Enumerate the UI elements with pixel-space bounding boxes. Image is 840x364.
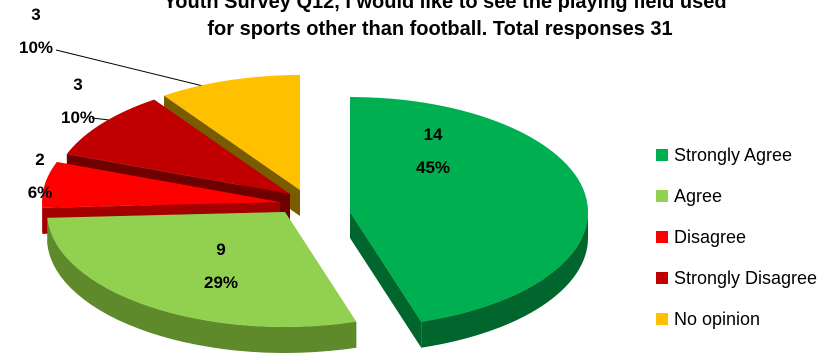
slice-strongly-agree (350, 97, 589, 348)
slice-top (66, 99, 290, 194)
legend-swatch (656, 149, 668, 161)
data-label-percent: 45% (416, 158, 450, 177)
legend-swatch (656, 190, 668, 202)
slice-top (350, 97, 589, 322)
legend-item: No opinion (656, 309, 760, 329)
legend-label: Strongly Agree (674, 145, 792, 165)
slice-top (42, 162, 280, 208)
slice-edge (350, 212, 422, 348)
slice-agree (47, 212, 357, 353)
legend-label: Disagree (674, 227, 746, 247)
pie-slices (42, 75, 589, 353)
slice-top (47, 212, 357, 327)
legend-label: Agree (674, 186, 722, 206)
legend-swatch (656, 313, 668, 325)
legend-item: Strongly Agree (656, 145, 792, 165)
legend-item: Strongly Disagree (656, 268, 817, 288)
data-label-value: 14 (424, 125, 443, 144)
legend-label: Strongly Disagree (674, 268, 817, 288)
legend: Strongly Agree Agree Disagree Strongly Disa… (656, 145, 817, 329)
data-label-value: 2 (35, 150, 44, 169)
slice-top (164, 75, 300, 190)
data-label-value: 3 (31, 5, 40, 24)
data-label-value: 3 (73, 75, 82, 94)
data-label-percent: 10% (61, 108, 95, 127)
legend-swatch (656, 231, 668, 243)
legend-swatch (656, 272, 668, 284)
slice-side (421, 212, 588, 348)
chart-title-line-2: for sports other than football. Total re… (207, 18, 672, 40)
data-label-percent: 29% (204, 273, 238, 292)
legend-item: Agree (656, 186, 722, 206)
data-label-percent: 6% (28, 183, 53, 202)
data-label-value: 9 (216, 240, 225, 259)
legend-label: No opinion (674, 309, 760, 329)
data-label-percent: 10% (19, 38, 53, 57)
legend-item: Disagree (656, 227, 746, 247)
slice-side (47, 217, 357, 353)
chart-title-line-1: Youth Survey Q12, I would like to see th… (163, 0, 726, 13)
data-labels: 14 45% 9 29% 2 6% 3 10% 3 10% (19, 5, 450, 292)
